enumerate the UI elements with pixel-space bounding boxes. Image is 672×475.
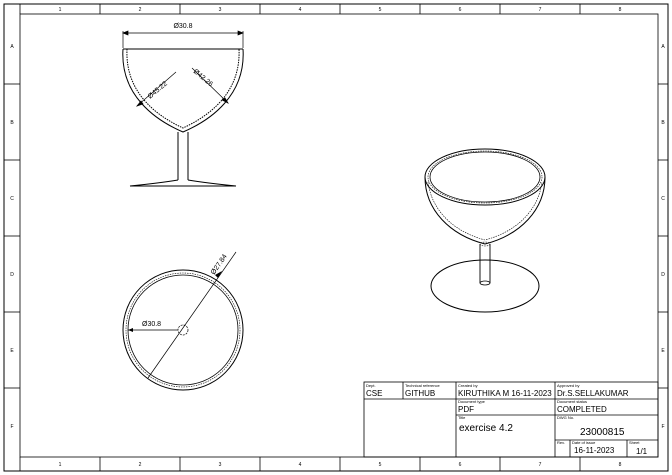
tb-tech-ref-label: Technical reference xyxy=(405,383,440,388)
zone-row-left: A xyxy=(10,44,14,50)
zone-col-bottom: 5 xyxy=(379,462,382,468)
dimension-front-top xyxy=(122,30,244,48)
zone-row-right: F xyxy=(661,424,664,430)
zone-col-bottom: 3 xyxy=(219,462,222,468)
zone-col-top: 7 xyxy=(539,7,542,13)
dimension-top-inner: Ø30.8 xyxy=(142,321,161,328)
zone-col-bottom: 8 xyxy=(619,462,622,468)
zone-col-top: 1 xyxy=(59,7,62,13)
tb-date: 16-11-2023 xyxy=(574,446,615,455)
tb-title: exercise 4.2 xyxy=(459,423,513,434)
tb-approved-by-label: Approved by xyxy=(557,383,579,388)
zone-row-left: E xyxy=(10,348,14,354)
tb-title-label: Title xyxy=(458,415,466,420)
tb-dwg-no: 23000815 xyxy=(580,427,625,438)
dimension-front-inner-2: Ø42.26 xyxy=(192,68,214,88)
zone-row-left: F xyxy=(10,424,13,430)
tb-created-by: KIRUTHIKA M 16-11-2023 xyxy=(458,389,552,398)
tb-rev-label: Rev. xyxy=(557,440,565,445)
zone-col-top: 4 xyxy=(299,7,302,13)
tb-dwg-no-label: DWG No. xyxy=(557,415,574,420)
dimension-front-inner xyxy=(135,67,229,107)
zone-col-top: 3 xyxy=(219,7,222,13)
zone-col-top: 8 xyxy=(619,7,622,13)
zone-col-bottom: 2 xyxy=(139,462,142,468)
top-view-arrows xyxy=(128,271,222,332)
tb-sheet: 1/1 xyxy=(636,447,648,456)
dimension-front-inner-1: Ø45.22 xyxy=(147,80,169,100)
zone-row-left: D xyxy=(10,272,14,278)
sheet-inner-frame xyxy=(19,13,659,458)
tb-approved-by: Dr.S.SELLAKUMAR xyxy=(557,389,629,398)
zone-row-right: A xyxy=(661,44,665,50)
top-view xyxy=(122,251,244,391)
tb-date-label: Date of issue xyxy=(572,440,596,445)
zone-ticks xyxy=(4,4,668,471)
zone-col-bottom: 6 xyxy=(459,462,462,468)
sheet-outer-frame xyxy=(3,3,669,472)
tb-doc-type: PDF xyxy=(458,405,474,414)
tb-doc-status-label: Document status xyxy=(557,399,587,404)
dimension-front-top-label: Ø30.8 xyxy=(173,23,192,30)
zone-col-top: 6 xyxy=(459,7,462,13)
tb-dept-label: Dept. xyxy=(366,383,376,388)
tb-tech-ref: GITHUB xyxy=(405,389,435,398)
zone-row-right: D xyxy=(661,272,665,278)
title-block-frame xyxy=(363,381,659,458)
zone-col-bottom: 4 xyxy=(299,462,302,468)
tb-dept: CSE xyxy=(366,389,382,398)
zone-labels: 1 2 3 4 5 6 7 8 1 2 3 4 5 6 7 8 A B C D … xyxy=(10,7,665,468)
zone-row-right: B xyxy=(661,120,665,126)
zone-row-right: E xyxy=(661,348,665,354)
tb-created-by-label: Created by xyxy=(458,383,478,388)
zone-row-right: C xyxy=(661,196,665,202)
zone-row-left: C xyxy=(10,196,14,202)
zone-col-bottom: 1 xyxy=(59,462,62,468)
tb-sheet-label: Sheet xyxy=(629,440,640,445)
tb-doc-type-label: Document type xyxy=(458,399,486,404)
zone-col-top: 5 xyxy=(379,7,382,13)
front-view xyxy=(122,48,244,187)
zone-col-bottom: 7 xyxy=(539,462,542,468)
zone-col-top: 2 xyxy=(139,7,142,13)
isometric-view xyxy=(424,148,546,313)
tb-doc-status: COMPLETED xyxy=(557,405,607,414)
zone-row-left: B xyxy=(10,120,14,126)
